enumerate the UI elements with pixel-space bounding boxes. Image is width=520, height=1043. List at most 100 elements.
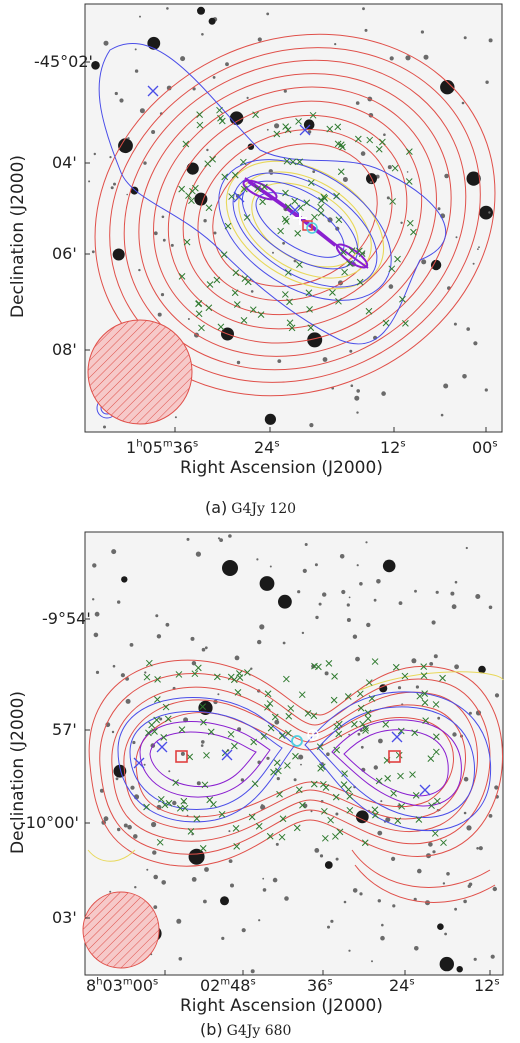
star [415,685,419,689]
green-marker [326,125,334,133]
star [490,954,495,959]
star [298,754,304,760]
star [156,804,162,810]
star [139,108,145,114]
star [342,177,348,182]
green-marker [292,752,299,760]
star [228,534,232,538]
green-marker [299,801,306,809]
star [377,899,381,903]
green-marker [271,713,279,721]
star [264,413,276,425]
green-marker [371,806,379,814]
star [463,776,469,782]
star [93,152,97,156]
star [144,671,147,674]
green-marker [287,705,295,712]
green-marker [362,727,369,734]
green-marker [233,843,241,850]
star [429,662,434,666]
green-marker [340,248,347,256]
star [468,711,472,715]
star [479,205,493,220]
star [477,248,479,251]
star [111,549,117,555]
star [109,890,112,893]
green-marker [232,269,240,277]
green-marker [203,751,210,759]
star [473,341,478,346]
star [123,823,128,828]
star [103,40,109,46]
star [222,560,238,576]
star [324,671,329,676]
star [300,763,302,766]
green-marker [311,213,318,221]
green-marker [371,658,379,665]
green-marker [180,797,188,805]
star [250,969,255,974]
star [180,751,185,756]
green-marker [304,710,312,717]
green-marker [249,306,257,314]
green-marker [421,690,429,697]
star [272,251,274,254]
green-marker [288,324,296,332]
star [468,882,473,887]
star [134,886,137,889]
star [381,391,386,396]
green-marker [236,670,243,677]
star [134,48,137,51]
star [153,874,158,880]
green-marker [364,709,372,717]
star [118,138,133,154]
star [161,215,165,219]
green-marker [305,289,313,297]
green-marker [284,729,292,737]
star [250,290,254,293]
green-marker [178,726,186,733]
y-axis-label-b: Declination (J2000) [8,690,28,854]
star [352,634,358,639]
green-marker [220,251,228,259]
green-marker [206,796,214,804]
green-marker [278,833,286,841]
star [219,538,224,542]
star [431,620,436,625]
star [217,693,220,696]
star [91,61,100,70]
star [366,622,371,628]
star [398,601,403,605]
green-marker [164,715,172,723]
star [203,899,207,904]
star [114,91,118,96]
star [194,192,208,206]
green-marker [243,214,251,221]
star [314,848,320,853]
star [217,537,221,540]
star [371,960,373,963]
star [168,770,171,773]
green-marker [361,839,369,847]
star [322,357,328,362]
star [453,322,457,326]
green-marker [231,742,238,750]
xtick-a-3: 00s [472,438,498,457]
star [488,211,491,214]
green-marker [356,278,364,286]
star [359,728,363,732]
star [277,359,282,363]
star [414,946,419,951]
star [315,615,319,620]
star [435,590,439,594]
star [304,543,308,546]
green-marker [405,178,413,185]
star [170,243,174,247]
star [369,181,373,184]
green-marker [346,793,354,800]
star [341,589,346,595]
star [473,957,477,961]
star [151,130,156,134]
green-marker [224,222,232,230]
green-marker [332,833,339,840]
